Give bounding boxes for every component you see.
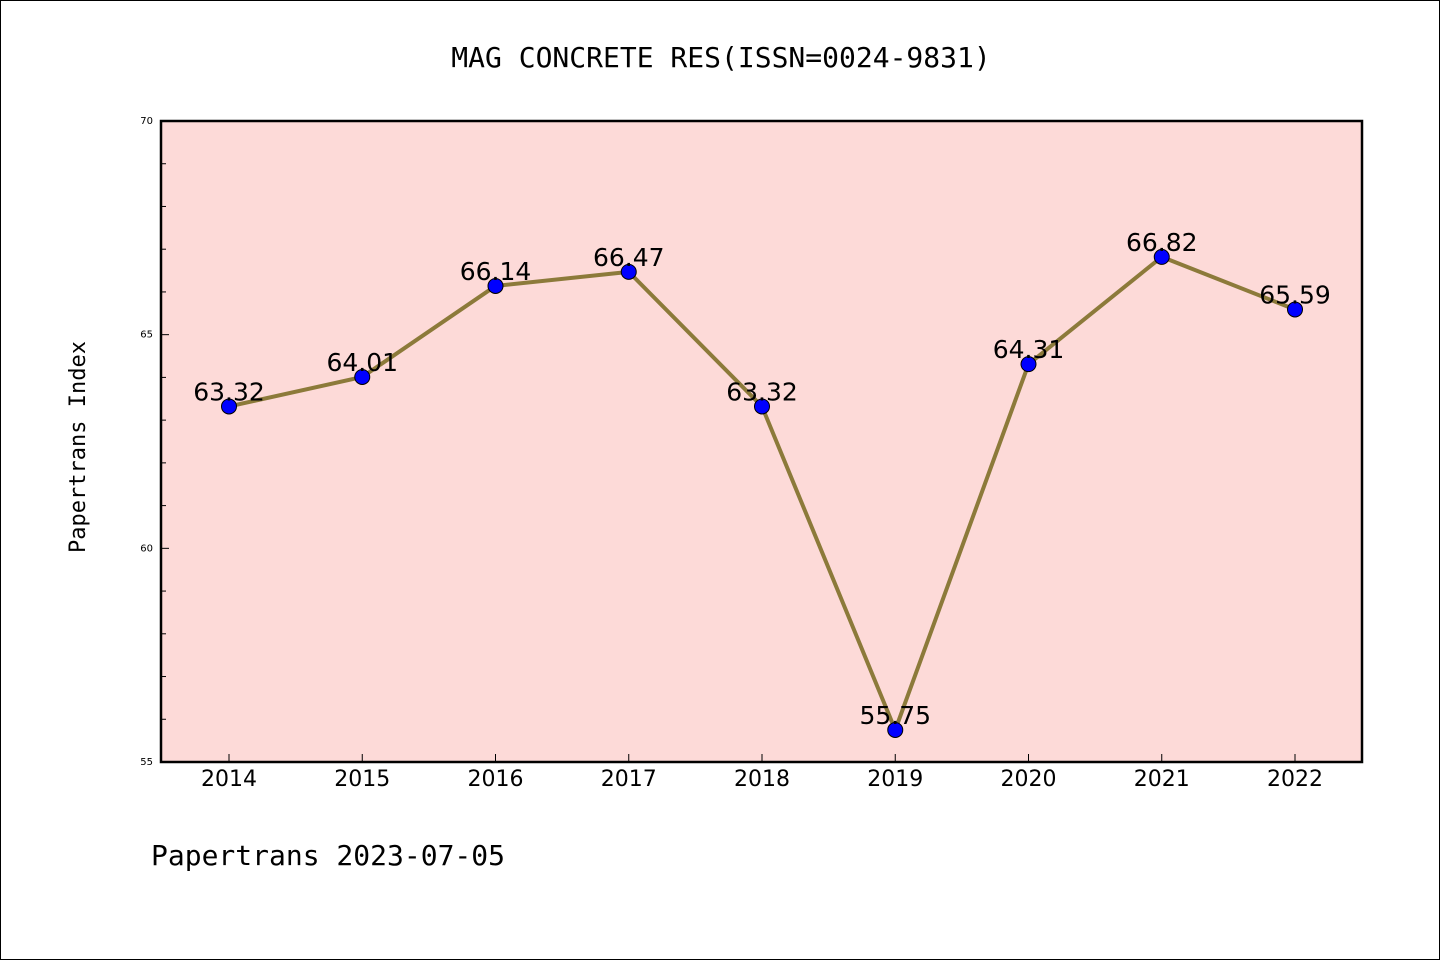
y-tick-label: 55	[140, 757, 153, 768]
data-label: 63.32	[726, 377, 798, 406]
x-tick-label: 2022	[1267, 767, 1323, 792]
x-tick-label: 2018	[734, 767, 790, 792]
x-tick-label: 2021	[1134, 767, 1190, 792]
data-point	[354, 368, 371, 385]
footer-text: Papertrans 2023-07-05	[151, 839, 505, 872]
y-tick-label: 65	[140, 330, 153, 341]
x-tick-label: 2014	[201, 767, 257, 792]
data-point	[754, 398, 770, 415]
data-point	[1153, 248, 1170, 265]
data-point	[620, 263, 637, 280]
data-label: 63.32	[193, 377, 265, 406]
data-label: 66.14	[460, 257, 532, 286]
y-axis-label: Papertrans Index	[66, 341, 91, 553]
data-label: 66.82	[1126, 228, 1198, 257]
y-tick-label: 60	[140, 543, 153, 554]
x-tick-label: 2016	[468, 767, 524, 792]
y-tick-label: 70	[140, 116, 153, 127]
data-label: 65.59	[1259, 280, 1331, 309]
data-point	[487, 277, 504, 294]
x-tick-label: 2015	[334, 767, 390, 792]
chart-title: MAG CONCRETE RES(ISSN=0024-9831)	[451, 41, 990, 74]
data-point	[1287, 301, 1303, 318]
data-point	[887, 721, 904, 738]
data-labels: 63.32 64.01 66.14 66.47 63.32 55.75 64.31 66.82…	[193, 228, 1331, 730]
series-markers	[221, 248, 1303, 738]
x-axis-ticks: 2014 2015 2016 2017 2018 2019 2020 2021 2022	[201, 754, 1323, 792]
data-point	[1020, 356, 1037, 373]
x-tick-label: 2017	[601, 767, 657, 792]
data-label: 66.47	[593, 243, 665, 272]
plot-frame	[159, 119, 1364, 764]
data-point	[221, 398, 237, 415]
x-tick-label: 2019	[867, 767, 923, 792]
data-label: 64.01	[326, 348, 398, 377]
plot-area	[161, 121, 1362, 762]
data-label: 64.31	[993, 335, 1065, 364]
data-label: 55.75	[859, 701, 931, 730]
x-tick-label: 2020	[1001, 767, 1057, 792]
